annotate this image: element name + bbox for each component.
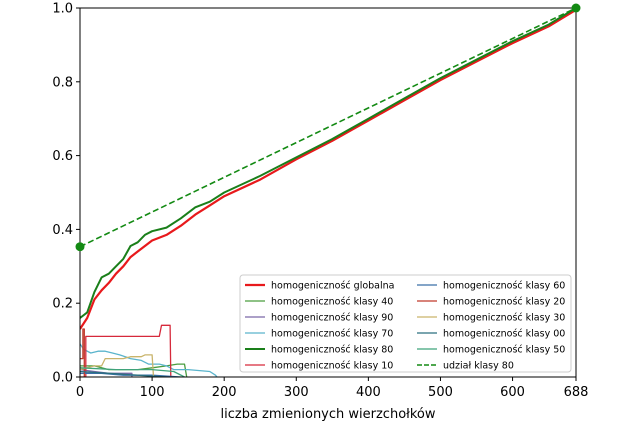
legend-item: homogeniczność klasy 60 <box>417 281 565 292</box>
legend-label: homogeniczność globalna <box>271 281 395 292</box>
plot-frame <box>79 7 577 378</box>
legend: homogeniczność globalna homogeniczność kl… <box>239 274 572 373</box>
legend-item: homogeniczność klasy 30 <box>417 313 565 324</box>
legend-item: homogeniczność klasy 80 <box>245 345 393 356</box>
x-tick-label: 500 <box>428 385 453 400</box>
legend-item: udział klasy 80 <box>417 361 514 372</box>
legend-item: homogeniczność klasy 10 <box>245 361 393 372</box>
y-tick-label: 0.6 <box>52 149 73 164</box>
x-tick-label: 600 <box>500 385 525 400</box>
x-tick-label: 200 <box>212 385 237 400</box>
legend-item: homogeniczność globalna <box>245 281 395 292</box>
plot-area <box>80 8 576 377</box>
x-tick-label: 400 <box>356 385 381 400</box>
legend-label: homogeniczność klasy 40 <box>271 297 393 308</box>
axes: 0 100 200 300 400 500 600 688 0.0 0.2 0.4 0.6 0.8 1.0 <box>52 2 588 401</box>
legend-item: homogeniczność klasy 50 <box>417 345 565 356</box>
data-marker-1 <box>571 3 581 13</box>
y-tick-label: 0.8 <box>52 75 73 90</box>
legend-item: homogeniczność klasy 00 <box>417 329 565 340</box>
legend-box <box>239 274 572 373</box>
legend-label: homogeniczność klasy 20 <box>443 297 565 308</box>
legend-item: homogeniczność klasy 90 <box>245 313 393 324</box>
x-tick-label: 100 <box>140 385 165 400</box>
series-line-7 <box>80 328 85 377</box>
legend-item: homogeniczność klasy 70 <box>245 329 393 340</box>
legend-label: homogeniczność klasy 00 <box>443 329 565 340</box>
series-line-6 <box>80 372 181 377</box>
series-line-3 <box>80 343 218 377</box>
x-axis-label: liczba zmienionych wierzchołków <box>221 407 436 422</box>
legend-label: homogeniczność klasy 50 <box>443 345 565 356</box>
series-line-9 <box>80 370 167 377</box>
series-line-5 <box>80 324 172 377</box>
legend-label: homogeniczność klasy 10 <box>271 361 393 372</box>
x-tick-label: 688 <box>564 385 589 400</box>
legend-item: homogeniczność klasy 20 <box>417 297 565 308</box>
legend-label: homogeniczność klasy 80 <box>271 345 393 356</box>
y-tick-label: 1.0 <box>52 2 73 17</box>
legend-label: homogeniczność klasy 30 <box>443 313 565 324</box>
data-marker-0 <box>75 242 85 252</box>
y-tick-label: 0.2 <box>52 297 73 312</box>
x-tick-label: 0 <box>76 385 84 400</box>
series-line-0 <box>80 8 576 330</box>
x-tick-label: 300 <box>284 385 309 400</box>
legend-label: udział klasy 80 <box>443 361 514 372</box>
series-line-4 <box>80 8 576 319</box>
legend-label: homogeniczność klasy 70 <box>271 329 393 340</box>
y-tick-label: 0.4 <box>52 223 73 238</box>
series-line-10 <box>80 367 185 377</box>
y-tick-label: 0.0 <box>52 371 73 386</box>
series-line-8 <box>80 354 155 377</box>
legend-label: homogeniczność klasy 90 <box>271 313 393 324</box>
legend-item: homogeniczność klasy 40 <box>245 297 393 308</box>
series-line-11 <box>80 8 576 248</box>
legend-label: homogeniczność klasy 60 <box>443 281 565 292</box>
